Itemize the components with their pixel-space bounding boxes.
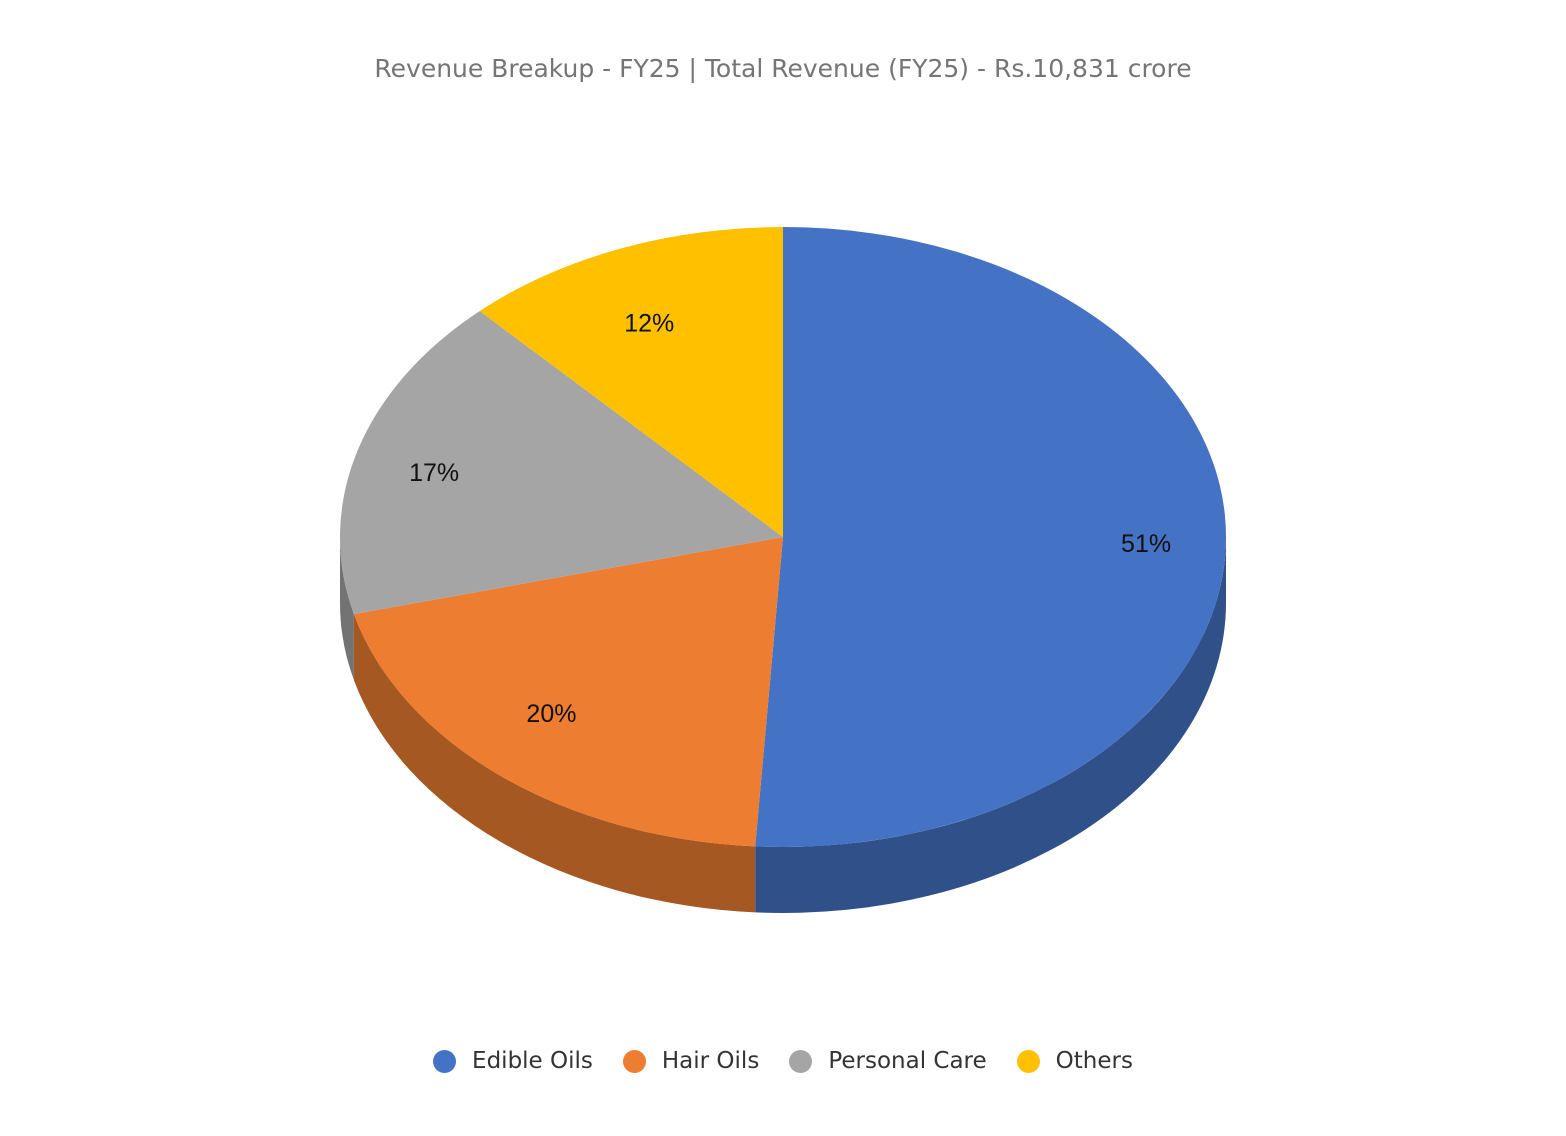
pie-slice-2[interactable] xyxy=(353,537,783,847)
data-label-2: 20% xyxy=(526,700,576,728)
data-label-3: 17% xyxy=(409,459,459,487)
legend-item-1[interactable]: Edible Oils xyxy=(433,1048,593,1074)
data-label-1: 51% xyxy=(1121,530,1171,558)
pie-slice-side-2 xyxy=(353,614,756,913)
chart-title: Revenue Breakup - FY25 | Total Revenue (… xyxy=(374,54,1192,83)
legend-item-2[interactable]: Hair Oils xyxy=(622,1048,760,1074)
legend-label: Personal Care xyxy=(828,1048,987,1074)
legend-swatch xyxy=(1016,1049,1040,1073)
pie-tops xyxy=(340,227,1226,847)
legend-swatch xyxy=(622,1049,646,1073)
pie-slice-3[interactable] xyxy=(340,311,783,615)
pie-slice-1[interactable] xyxy=(755,227,1226,847)
data-label-4: 12% xyxy=(624,310,674,338)
pie-sides xyxy=(340,537,1226,913)
pie-slice-side-3 xyxy=(340,537,354,681)
pie-slice-4[interactable] xyxy=(479,227,783,537)
legend-swatch xyxy=(789,1049,813,1073)
legend-label: Edible Oils xyxy=(472,1048,593,1074)
legend-label: Others xyxy=(1055,1048,1133,1074)
legend-swatch xyxy=(433,1049,457,1073)
legend-item-3[interactable]: Personal Care xyxy=(789,1048,987,1074)
pie-labels: 51% 20% 17% 12% xyxy=(409,310,1171,728)
legend-label: Hair Oils xyxy=(661,1048,760,1074)
legend: Edible Oils Hair Oils Personal Care Others xyxy=(0,1048,1566,1074)
pie-slice-side-1 xyxy=(755,537,1226,913)
legend-item-4[interactable]: Others xyxy=(1016,1048,1133,1074)
